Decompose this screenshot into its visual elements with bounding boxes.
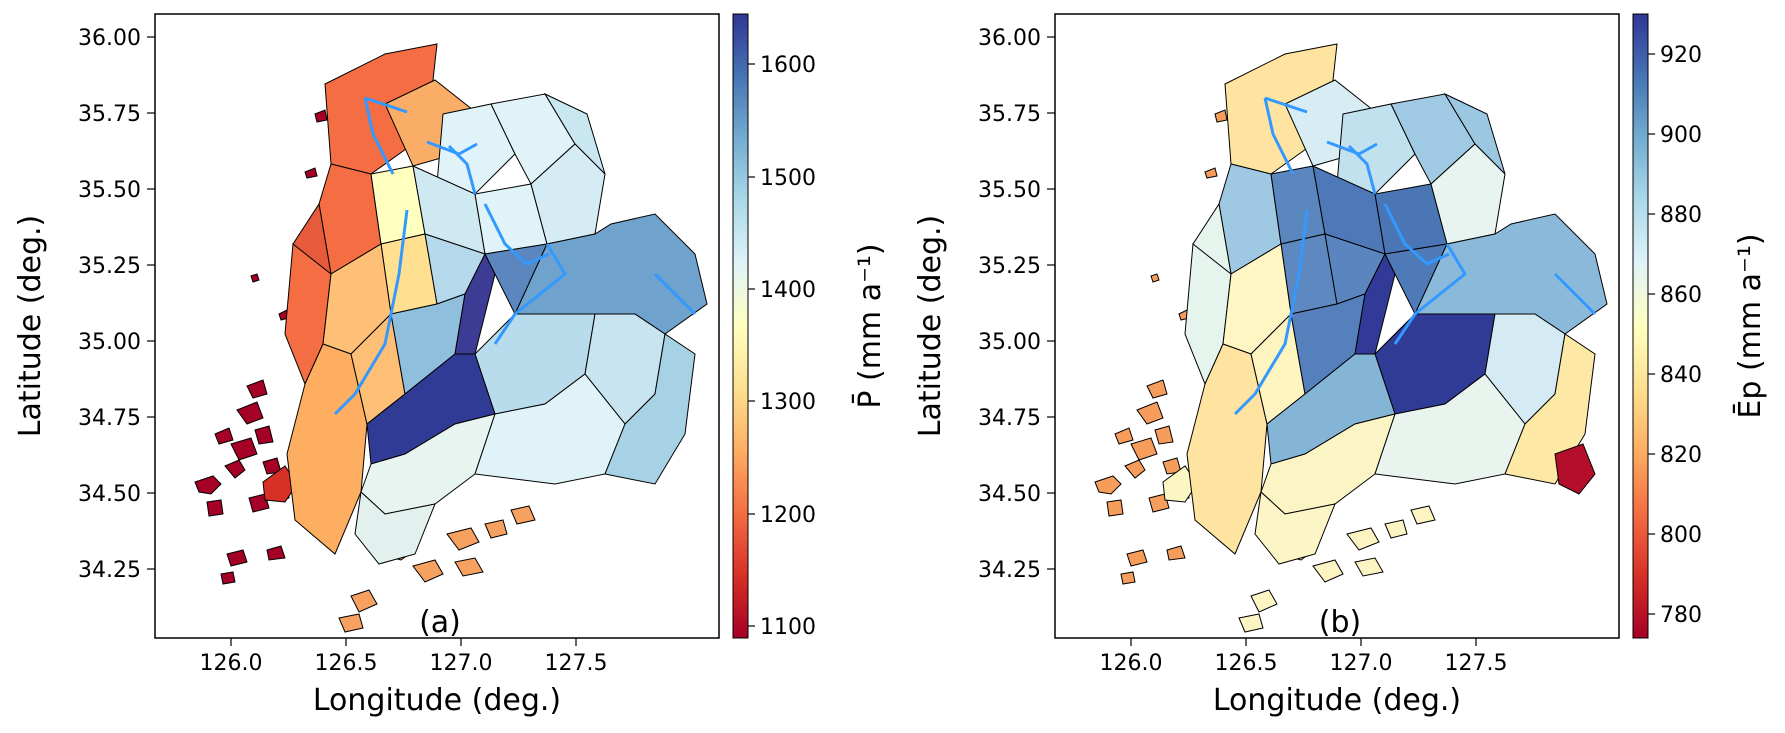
colorbar-tick-label: 900 [1660, 123, 1702, 148]
x-axis-label: Longitude (deg.) [313, 683, 561, 718]
x-tick-label: 126.0 [200, 651, 263, 676]
region [1354, 252, 1396, 355]
panel-a: 36.00 35.75 35.50 35.25 35.00 34.75 34.5… [13, 13, 888, 718]
x-tick-label: 126.5 [315, 651, 378, 676]
x-tick-label: 127.5 [545, 651, 608, 676]
y-tick-label: 35.00 [78, 330, 141, 355]
region-map [1094, 43, 1608, 633]
region [454, 252, 496, 355]
colorbar-tick-label: 880 [1660, 203, 1702, 228]
x-tick-label: 126.0 [1100, 651, 1163, 676]
rivers [1233, 96, 1597, 416]
x-axis-b: 126.0 126.5 127.0 127.5 Longitude (deg.) [1100, 638, 1508, 718]
region [1554, 443, 1596, 495]
y-axis-b: 36.00 35.75 35.50 35.25 35.00 34.75 34.5… [913, 26, 1055, 583]
colorbar-tick-label: 820 [1660, 443, 1702, 468]
y-tick-label: 36.00 [978, 26, 1041, 51]
x-axis-label: Longitude (deg.) [1213, 683, 1461, 718]
y-tick-label: 35.25 [78, 254, 141, 279]
y-axis-a: 36.00 35.75 35.50 35.25 35.00 34.75 34.5… [13, 26, 155, 583]
region [1336, 103, 1416, 195]
y-tick-label: 34.50 [978, 482, 1041, 507]
colorbar-tick-label: 1200 [760, 503, 816, 528]
colorbar-tick-label: 1100 [760, 615, 816, 640]
colorbar-gradient [1632, 13, 1649, 639]
y-tick-label: 34.50 [78, 482, 141, 507]
y-tick-label: 34.25 [78, 558, 141, 583]
region [1430, 143, 1506, 245]
region [604, 333, 696, 485]
region [1504, 333, 1596, 485]
colorbar-b: 780 800 820 840 860 880 900 920 Ēp (mm a… [1632, 13, 1768, 639]
panel-label: (b) [1319, 605, 1361, 640]
colorbar-tick-label: 780 [1660, 603, 1702, 628]
x-axis-a: 126.0 126.5 127.0 127.5 Longitude (deg.) [200, 638, 608, 718]
x-tick-label: 127.5 [1445, 651, 1508, 676]
island-southwest [1162, 465, 1198, 503]
region [436, 103, 516, 195]
panel-label: (a) [419, 605, 461, 640]
colorbar-tick-label: 1400 [760, 278, 816, 303]
y-axis-label: Latitude (deg.) [913, 215, 948, 438]
y-axis-label: Latitude (deg.) [13, 215, 48, 438]
colorbar-tick-label: 840 [1660, 363, 1702, 388]
x-tick-label: 127.0 [430, 651, 493, 676]
rivers [333, 96, 697, 416]
colorbar-tick-label: 860 [1660, 283, 1702, 308]
x-tick-label: 127.0 [1330, 651, 1393, 676]
y-tick-label: 36.00 [78, 26, 141, 51]
colorbar-gradient [732, 13, 749, 639]
colorbar-tick-label: 1300 [760, 390, 816, 415]
island-southwest [262, 465, 298, 503]
panel-b: 36.00 35.75 35.50 35.25 35.00 34.75 34.5… [913, 13, 1768, 718]
y-tick-label: 35.00 [978, 330, 1041, 355]
x-tick-label: 126.5 [1215, 651, 1278, 676]
colorbar-tick-label: 1500 [760, 166, 816, 191]
y-tick-label: 35.50 [978, 178, 1041, 203]
region [530, 143, 606, 245]
y-tick-label: 35.75 [978, 102, 1041, 127]
region-map [194, 43, 708, 633]
colorbar-tick-label: 800 [1660, 523, 1702, 548]
colorbar-a: 1100 1200 1300 1400 1500 1600 P̄ (mm a⁻¹… [732, 13, 888, 640]
colorbar-label: P̄ (mm a⁻¹) [852, 243, 888, 408]
region [1254, 490, 1336, 565]
y-tick-label: 35.75 [78, 102, 141, 127]
colorbar-label: Ēp (mm a⁻¹) [1732, 233, 1768, 418]
y-tick-label: 35.50 [78, 178, 141, 203]
y-tick-label: 34.75 [78, 406, 141, 431]
y-tick-label: 34.25 [978, 558, 1041, 583]
y-tick-label: 35.25 [978, 254, 1041, 279]
colorbar-tick-label: 920 [1660, 43, 1702, 68]
region [354, 490, 436, 565]
colorbar-tick-label: 1600 [760, 53, 816, 78]
y-tick-label: 34.75 [978, 406, 1041, 431]
